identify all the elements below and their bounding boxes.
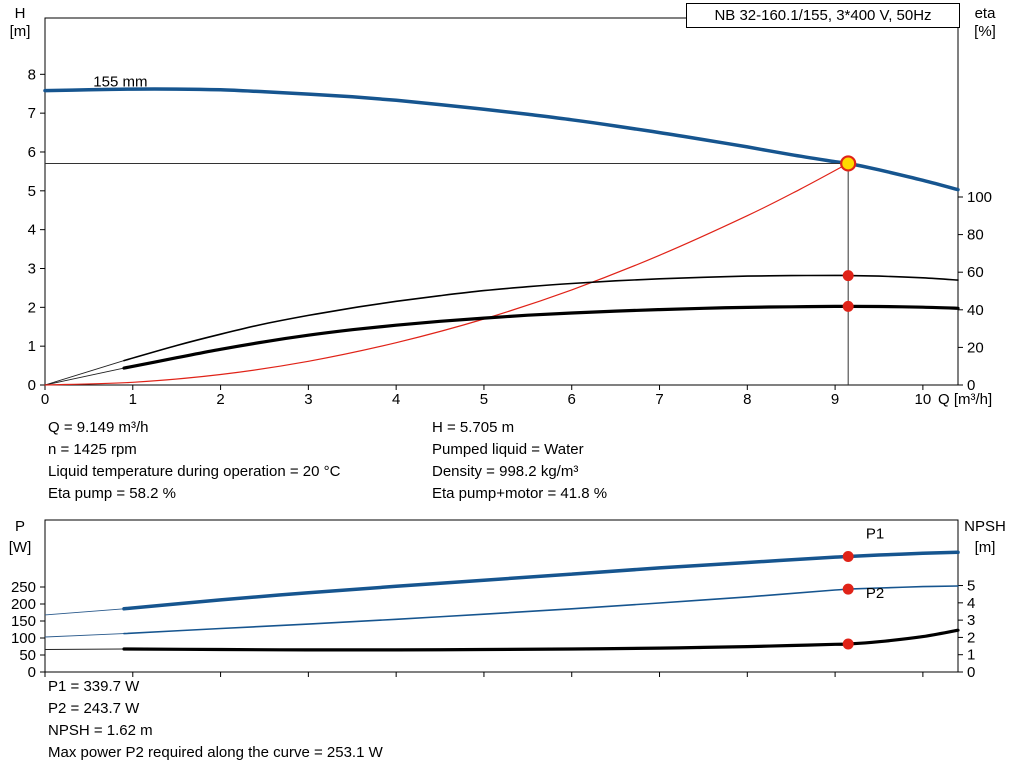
lead-line <box>44 648 125 650</box>
y-left-tick-label: 50 <box>19 647 36 664</box>
pump-title-box: NB 32-160.1/155, 3*400 V, 50Hz <box>686 3 960 28</box>
x-tick-label: 6 <box>568 391 576 408</box>
eta-pump-text: Eta pump = 58.2 % <box>48 485 176 502</box>
y-left-axis-title: H <box>15 5 26 22</box>
x-axis-title: Q [m³/h] <box>938 391 992 408</box>
x-tick-label: 9 <box>831 391 839 408</box>
y-left-tick-label: 3 <box>28 260 36 277</box>
y-left-tick-label: 150 <box>11 613 36 630</box>
y-left-tick-label: 6 <box>28 144 36 161</box>
lead-line <box>44 360 125 386</box>
power-annotations: P1 = 339.7 W P2 = 243.7 W NPSH = 1.62 m … <box>48 676 383 764</box>
y-left-tick-label: 200 <box>11 596 36 613</box>
y-left-tick-label: 4 <box>28 222 36 239</box>
series-label-p2: P2 <box>866 585 884 602</box>
y-left-axis-title: P <box>15 518 25 535</box>
x-tick-label: 8 <box>743 391 751 408</box>
y-left-tick-label: 0 <box>28 664 36 681</box>
duty-h-text: H = 5.705 m <box>432 419 515 436</box>
y-right-axis-unit: [%] <box>974 23 996 40</box>
y-right-tick-label: 40 <box>967 302 984 319</box>
duty-annotations-left: Q = 9.149 m³/h n = 1425 rpm Liquid tempe… <box>48 417 340 505</box>
curve-npsh <box>122 628 960 652</box>
duty-dot-marker <box>842 300 854 312</box>
npsh-text: NPSH = 1.62 m <box>48 722 153 739</box>
max-power-text: Max power P2 required along the curve = … <box>48 744 383 761</box>
x-tick-label: 10 <box>915 391 932 408</box>
y-right-axis-title: NPSH <box>964 518 1006 535</box>
lead-line <box>44 608 125 616</box>
x-tick-label: 1 <box>129 391 137 408</box>
duty-dot-marker <box>842 638 854 650</box>
y-right-tick-label: 4 <box>967 595 975 612</box>
liquid-temp-text: Liquid temperature during operation = 20… <box>48 463 341 480</box>
x-tick-label: 0 <box>41 391 49 408</box>
lead-line <box>44 367 125 386</box>
curve-p2 <box>123 585 959 635</box>
y-right-tick-label: 2 <box>967 629 975 646</box>
duty-dot-marker <box>842 270 854 282</box>
y-left-tick-label: 1 <box>28 338 36 355</box>
y-left-axis-unit: [W] <box>9 539 32 556</box>
y-right-tick-label: 60 <box>967 264 984 281</box>
y-left-tick-label: 0 <box>28 377 36 394</box>
y-right-tick-label: 3 <box>967 612 975 629</box>
curve-system-curve <box>44 162 849 386</box>
p1-text: P1 = 339.7 W <box>48 678 140 695</box>
eta-pump-motor-text: Eta pump+motor = 41.8 % <box>432 485 608 502</box>
y-left-tick-label: 7 <box>28 105 36 122</box>
x-tick-label: 7 <box>655 391 663 408</box>
y-right-tick-label: 80 <box>967 227 984 244</box>
series-label-p1: P1 <box>866 526 884 543</box>
y-right-axis-unit: [m] <box>975 539 996 556</box>
y-right-tick-label: 0 <box>967 664 975 681</box>
curve-eta-pump-motor <box>122 304 960 370</box>
duty-speed-text: n = 1425 rpm <box>48 441 137 458</box>
y-right-tick-label: 20 <box>967 339 984 356</box>
curve-eta-pump <box>123 274 959 362</box>
p2-text: P2 = 243.7 W <box>48 700 140 717</box>
y-right-tick-label: 100 <box>967 189 992 206</box>
y-right-tick-label: 5 <box>967 578 975 595</box>
duty-dot-marker <box>842 583 854 595</box>
y-left-tick-label: 250 <box>11 579 36 596</box>
duty-dot-marker <box>842 550 854 562</box>
y-right-axis-title: eta <box>975 5 997 22</box>
y-left-tick-label: 8 <box>28 66 36 83</box>
pumped-liquid-text: Pumped liquid = Water <box>432 441 584 458</box>
duty-q-text: Q = 9.149 m³/h <box>48 419 149 436</box>
duty-point-marker <box>840 155 857 172</box>
x-tick-label: 3 <box>304 391 312 408</box>
x-tick-label: 2 <box>216 391 224 408</box>
y-right-tick-label: 1 <box>967 647 975 664</box>
x-tick-label: 4 <box>392 391 400 408</box>
duty-annotations-right: H = 5.705 m Pumped liquid = Water Densit… <box>432 417 607 505</box>
density-text: Density = 998.2 kg/m³ <box>432 463 579 480</box>
x-tick-label: 5 <box>480 391 488 408</box>
curve-label: 155 mm <box>93 74 147 91</box>
curve-qh-155mm <box>43 87 960 192</box>
qh-eta-chart: 0 1 2 3 4 5 6 7 8 9 10 Q [m³/h]01234567802040608010… <box>10 5 997 408</box>
y-left-tick-label: 2 <box>28 299 36 316</box>
y-left-axis-unit: [m] <box>10 23 31 40</box>
y-left-tick-label: 5 <box>28 183 36 200</box>
y-right-tick-label: 0 <box>967 377 975 394</box>
plot-frame <box>44 17 959 386</box>
plot-frame <box>44 519 959 673</box>
curve-p1 <box>122 550 960 611</box>
y-left-tick-label: 100 <box>11 630 36 647</box>
lead-line <box>44 633 125 638</box>
